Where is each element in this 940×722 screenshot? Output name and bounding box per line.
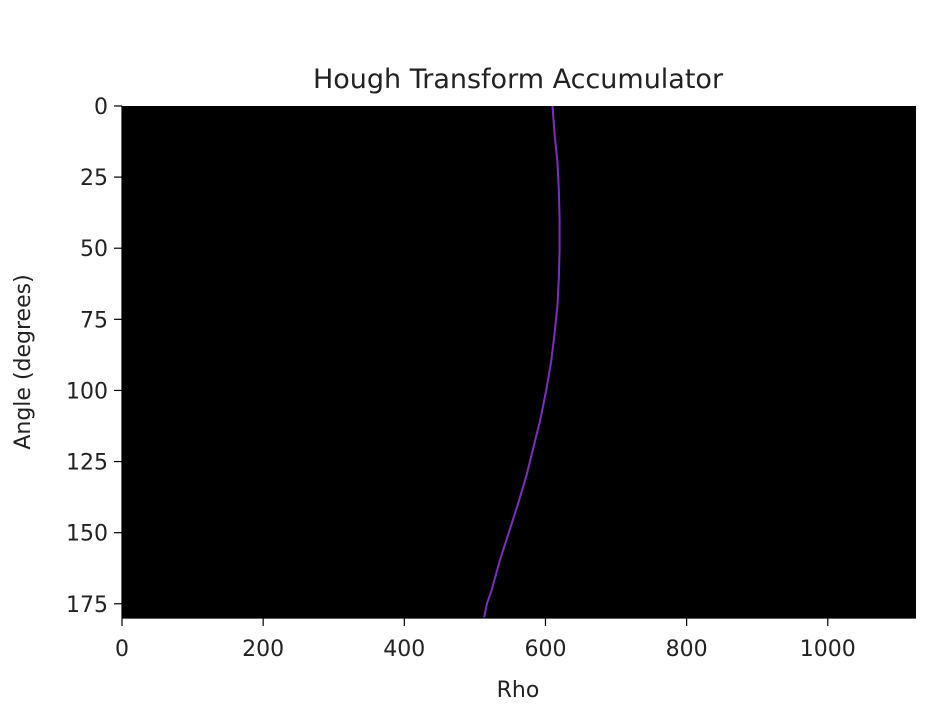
x-tick-label: 200 xyxy=(242,637,284,662)
y-axis: 0 25 50 75 100 125 150 175 xyxy=(66,95,123,618)
x-axis-label: Rho xyxy=(497,678,540,703)
y-axis-label: Angle (degrees) xyxy=(11,274,36,449)
accumulator-curve xyxy=(483,105,561,619)
y-tick-label: 125 xyxy=(66,451,108,476)
x-axis: 0 200 400 600 800 1000 xyxy=(115,617,916,662)
y-tick-label: 150 xyxy=(66,522,108,547)
y-tick-label: 50 xyxy=(80,237,108,262)
x-tick-label: 600 xyxy=(524,637,566,662)
x-tick-label: 1000 xyxy=(800,637,856,662)
chart-title: Hough Transform Accumulator xyxy=(313,64,724,95)
y-tick-label: 100 xyxy=(66,379,108,404)
y-tick-label: 25 xyxy=(80,166,108,191)
y-tick-label: 175 xyxy=(66,593,108,618)
x-tick-label: 0 xyxy=(115,637,129,662)
plot-area xyxy=(122,106,916,618)
y-tick-label: 0 xyxy=(94,95,108,120)
x-tick-label: 400 xyxy=(383,637,425,662)
y-tick-label: 75 xyxy=(80,308,108,333)
x-tick-label: 800 xyxy=(666,637,708,662)
